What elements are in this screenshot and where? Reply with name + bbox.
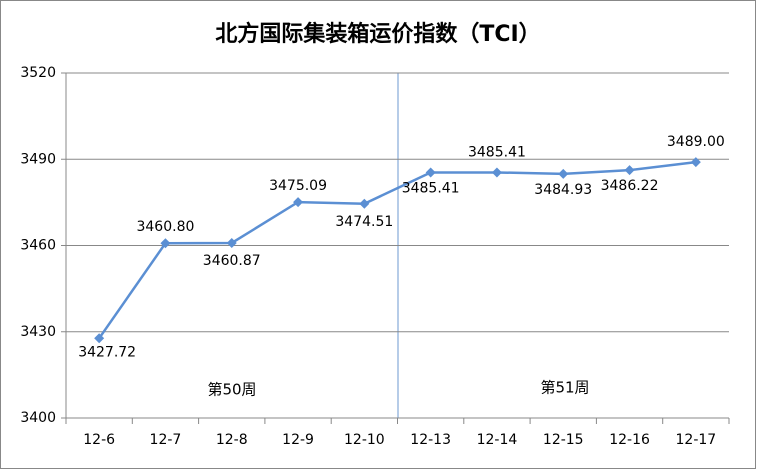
- annotation: 第51周: [540, 379, 589, 397]
- y-tick-label: 3430: [20, 324, 56, 340]
- data-label: 3485.41: [402, 180, 460, 196]
- y-tick-label: 3520: [20, 65, 56, 81]
- data-label: 3485.41: [468, 144, 526, 160]
- x-tick-label: 12-13: [410, 432, 451, 448]
- x-tick-label: 12-7: [150, 432, 182, 448]
- marker: [359, 198, 370, 209]
- marker: [293, 197, 304, 208]
- marker: [690, 157, 701, 168]
- marker: [491, 167, 502, 178]
- chart-title: 北方国际集装箱运价指数（TCI）: [215, 21, 540, 47]
- y-tick-label: 3460: [20, 238, 56, 254]
- y-tick-label: 3400: [20, 410, 56, 426]
- data-label: 3460.80: [136, 219, 194, 235]
- annotation: 第50周: [207, 381, 256, 399]
- marker: [94, 333, 105, 344]
- data-label: 3460.87: [203, 253, 261, 269]
- x-tick-label: 12-14: [477, 432, 518, 448]
- data-label: 3484.93: [534, 182, 592, 198]
- marker: [160, 238, 171, 249]
- x-tick-label: 12-9: [282, 432, 314, 448]
- y-tick-label: 3490: [20, 151, 56, 167]
- marker: [624, 165, 635, 176]
- x-tick-label: 12-15: [543, 432, 584, 448]
- x-tick-label: 12-17: [676, 432, 717, 448]
- marker: [425, 167, 436, 178]
- data-label: 3474.51: [335, 214, 393, 230]
- marker: [226, 237, 237, 248]
- marker: [558, 168, 569, 179]
- x-tick-label: 12-10: [344, 432, 385, 448]
- data-label: 3475.09: [269, 178, 327, 194]
- line: [98, 160, 696, 340]
- data-label: 3489.00: [667, 134, 725, 150]
- x-tick-label: 12-8: [216, 432, 248, 448]
- data-label: 3486.22: [601, 178, 659, 194]
- data-label: 3427.72: [78, 344, 136, 360]
- x-tick-label: 12-6: [83, 432, 115, 448]
- x-tick-label: 12-16: [609, 432, 650, 448]
